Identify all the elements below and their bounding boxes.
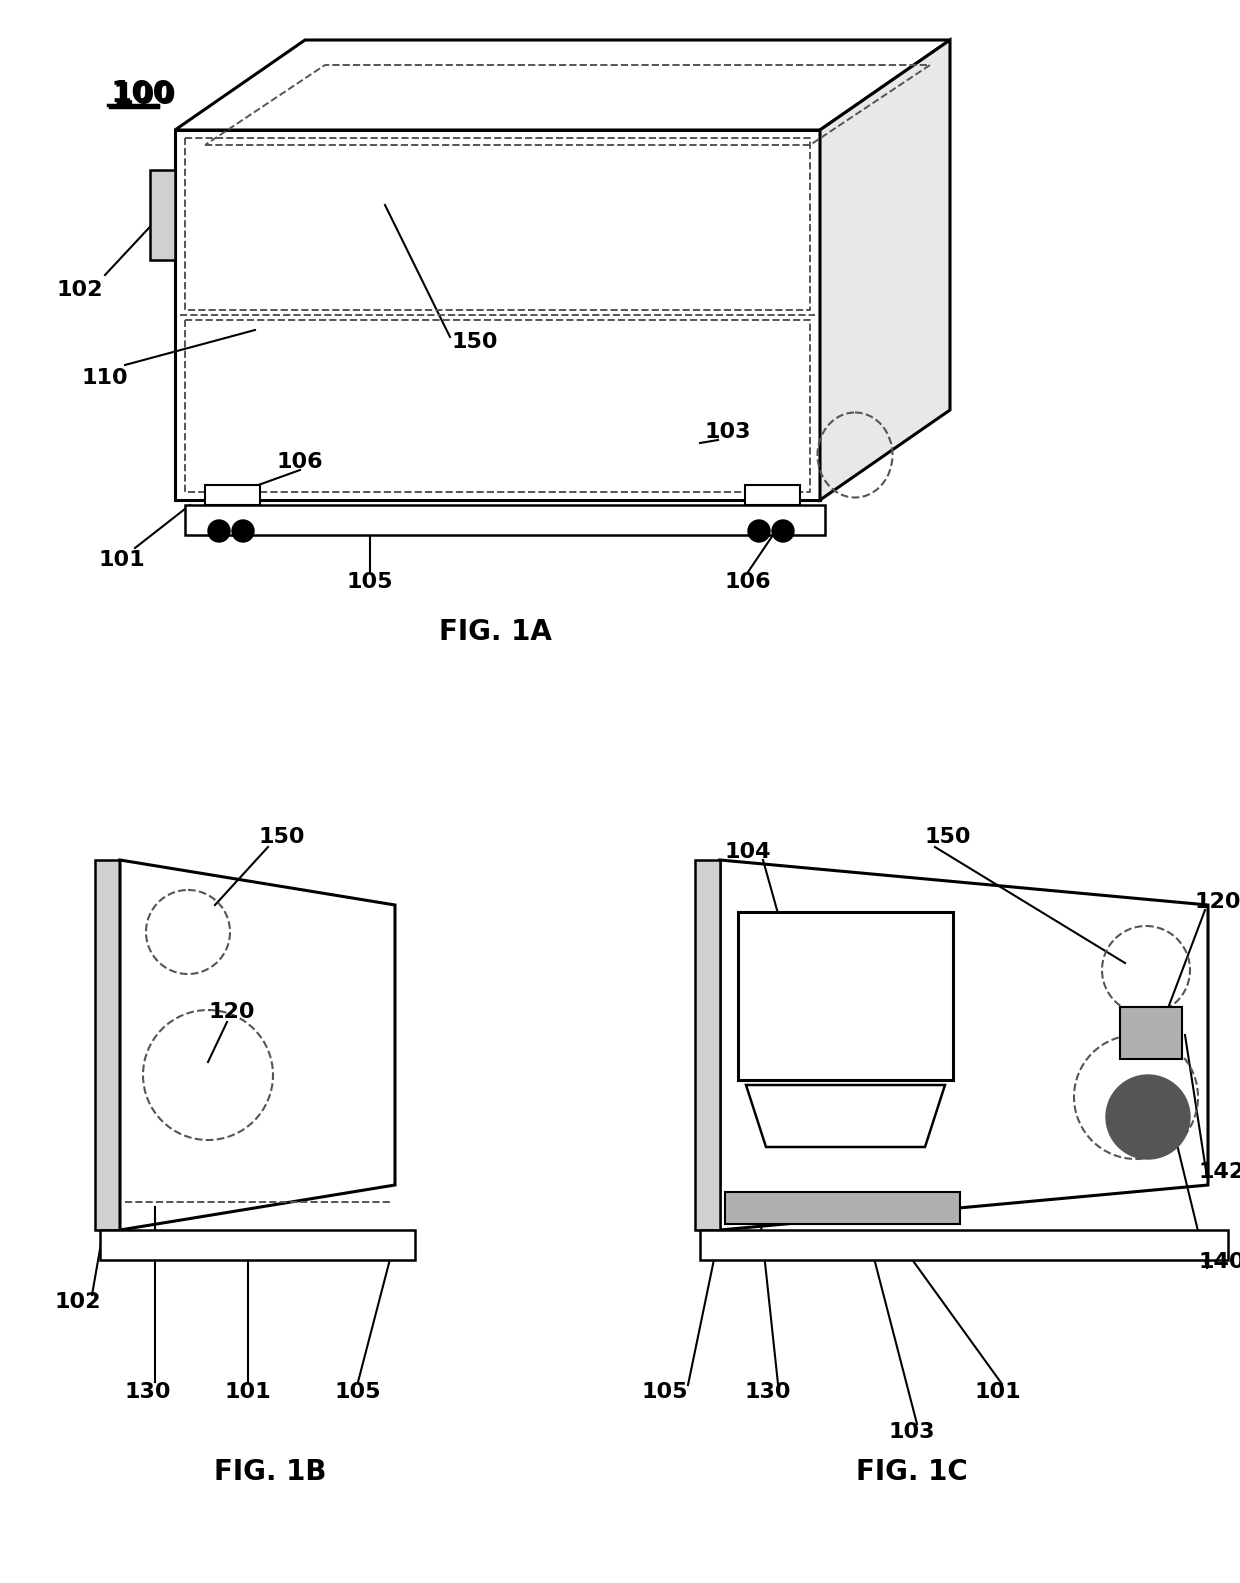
Bar [205,484,260,505]
Text: 104: 104 [724,842,771,863]
Circle shape [748,519,770,541]
Polygon shape [720,860,1208,1230]
Text: FIG. 1B: FIG. 1B [213,1458,326,1486]
Text: 105: 105 [347,571,393,592]
Text: 106: 106 [277,453,324,472]
Text: FIG. 1C: FIG. 1C [856,1458,968,1486]
Text: 102: 102 [57,280,103,301]
Bar [95,860,120,1230]
Text: 130: 130 [125,1382,171,1403]
Bar [150,169,175,260]
Text: 103: 103 [889,1422,935,1442]
Text: 142: 142 [1199,1162,1240,1183]
Text: 105: 105 [335,1382,381,1403]
Bar [1120,1007,1182,1059]
Circle shape [1106,1075,1190,1159]
Text: 150: 150 [259,826,305,847]
Bar [694,860,720,1230]
Bar [175,130,820,500]
Text: 105: 105 [642,1382,688,1403]
Text: 101: 101 [224,1382,272,1403]
Text: 140: 140 [1199,1252,1240,1273]
Text: 101: 101 [975,1382,1022,1403]
Text: FIG. 1A: FIG. 1A [439,617,552,646]
Text: 103: 103 [704,423,751,442]
Circle shape [232,519,254,541]
Text: 110: 110 [82,367,128,388]
Text: 102: 102 [55,1292,102,1312]
Bar [701,1230,1228,1260]
Bar [738,912,954,1080]
Polygon shape [725,1192,960,1224]
Text: 150: 150 [451,332,498,351]
Text: 150: 150 [925,826,971,847]
Polygon shape [120,860,396,1230]
Polygon shape [175,40,950,130]
Text: 106: 106 [724,571,771,592]
Text: 120: 120 [208,1002,255,1023]
Bar [745,484,800,505]
Polygon shape [746,1084,945,1148]
Text: 100: 100 [110,79,174,108]
Text: 130: 130 [745,1382,791,1403]
Bar [100,1230,415,1260]
Circle shape [208,519,229,541]
Circle shape [773,519,794,541]
Text: 120: 120 [1195,891,1240,912]
Text: 101: 101 [99,549,145,570]
Polygon shape [820,40,950,500]
Bar [185,505,825,535]
Text: 100: 100 [113,81,177,109]
